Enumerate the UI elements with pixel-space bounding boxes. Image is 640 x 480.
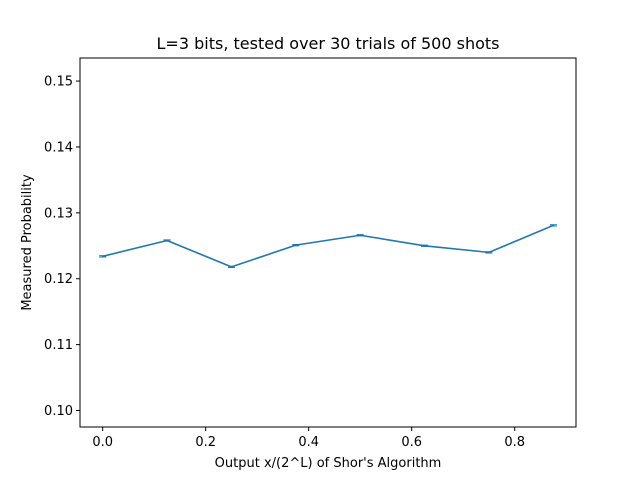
y-axis-label: Measured Probability bbox=[20, 174, 35, 311]
x-tick-label: 0.8 bbox=[504, 435, 525, 450]
chart-title: L=3 bits, tested over 30 trials of 500 s… bbox=[157, 34, 500, 53]
y-tick-label: 0.15 bbox=[44, 75, 73, 90]
x-tick-label: 0.0 bbox=[92, 435, 113, 450]
y-axis-ticks: 0.10 0.11 0.12 0.13 0.14 0.15 bbox=[44, 75, 80, 419]
error-bar bbox=[485, 251, 493, 254]
error-bar bbox=[99, 255, 107, 258]
x-tick-label: 0.2 bbox=[195, 435, 216, 450]
series-line bbox=[102, 224, 554, 268]
error-bar bbox=[292, 243, 300, 247]
plot-frame bbox=[79, 57, 577, 428]
error-bar bbox=[163, 239, 171, 242]
x-axis-label: Output x/(2^L) of Shor's Algorithm bbox=[215, 456, 442, 471]
y-tick-label: 0.12 bbox=[44, 272, 73, 287]
y-tick-label: 0.11 bbox=[44, 338, 73, 353]
x-tick-label: 0.6 bbox=[401, 435, 422, 450]
y-tick-label: 0.13 bbox=[44, 206, 73, 221]
y-tick-label: 0.10 bbox=[44, 404, 73, 419]
error-bar bbox=[356, 234, 364, 237]
error-bar bbox=[227, 265, 235, 269]
x-tick-label: 0.4 bbox=[298, 435, 319, 450]
x-axis-ticks: 0.0 0.2 0.4 0.6 0.8 bbox=[92, 427, 525, 450]
y-tick-label: 0.14 bbox=[44, 140, 73, 155]
error-bar bbox=[549, 224, 557, 227]
error-bar bbox=[421, 244, 429, 247]
plot-area bbox=[99, 224, 557, 269]
